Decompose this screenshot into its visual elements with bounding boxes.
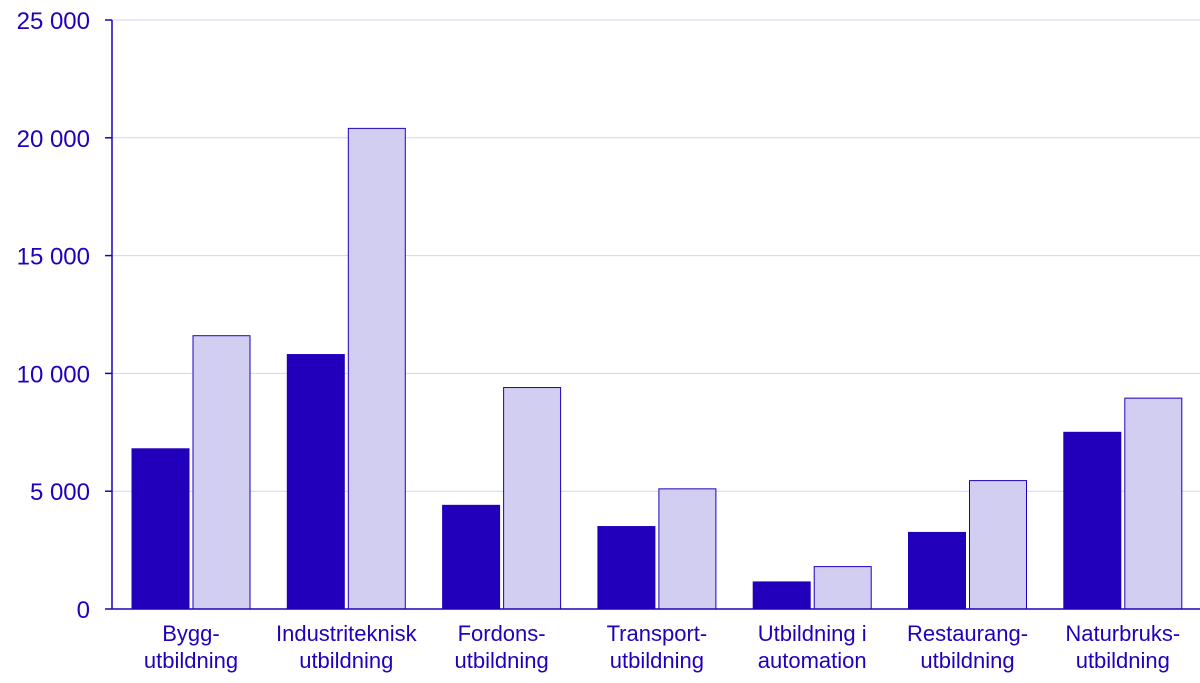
category-label-line: Restaurang- [907, 621, 1028, 646]
bar [442, 504, 501, 610]
bar [658, 488, 717, 610]
bar [347, 127, 406, 610]
category-label-line: utbildning [144, 648, 238, 673]
category-label: Restaurang-utbildning [907, 621, 1028, 673]
category-label-line: Fordons- [458, 621, 546, 646]
y-tick-label: 0 [77, 597, 90, 624]
bar [1124, 397, 1183, 610]
category-label-line: utbildning [920, 648, 1014, 673]
category-label: Industriteknisk utbildning [276, 621, 418, 673]
category-label-line: utbildning [610, 648, 704, 673]
bar [1063, 431, 1122, 610]
category-label-line: Bygg- [162, 621, 219, 646]
category-label-line: Industriteknisk [276, 621, 418, 646]
gridlines [112, 19, 1200, 492]
category-label: Fordons-utbildning [455, 621, 549, 673]
category-label: Bygg-utbildning [144, 621, 238, 673]
bar [503, 387, 562, 610]
category-label-line: automation [758, 648, 867, 673]
category-label-line: utbildning [299, 648, 393, 673]
bar [286, 354, 345, 610]
category-label-line: Utbildning i [758, 621, 867, 646]
bar [192, 335, 251, 610]
category-label-line: utbildning [1076, 648, 1170, 673]
y-tick-label: 20 000 [17, 126, 90, 153]
category-label-line: utbildning [455, 648, 549, 673]
y-tick-label: 5 000 [30, 479, 90, 506]
bar [969, 480, 1027, 610]
bar [597, 526, 656, 610]
category-label: Transport-utbildning [607, 621, 708, 673]
category-label-line: Naturbruks- [1065, 621, 1180, 646]
y-tick-label: 25 000 [17, 8, 90, 35]
category-label: Utbildning i automation [758, 621, 867, 673]
y-tick-label: 15 000 [17, 244, 90, 271]
bars [131, 127, 1183, 610]
category-label-line: Transport- [607, 621, 708, 646]
axes [105, 19, 1200, 610]
bar [752, 581, 811, 610]
bar [131, 448, 190, 610]
bar [813, 566, 872, 610]
bar [908, 531, 966, 610]
y-tick-label: 10 000 [17, 361, 90, 388]
category-label: Naturbruks-utbildning [1065, 621, 1180, 673]
y-tick-labels: 0 5 000 10 000 15 000 20 000 25 000 [17, 8, 90, 624]
